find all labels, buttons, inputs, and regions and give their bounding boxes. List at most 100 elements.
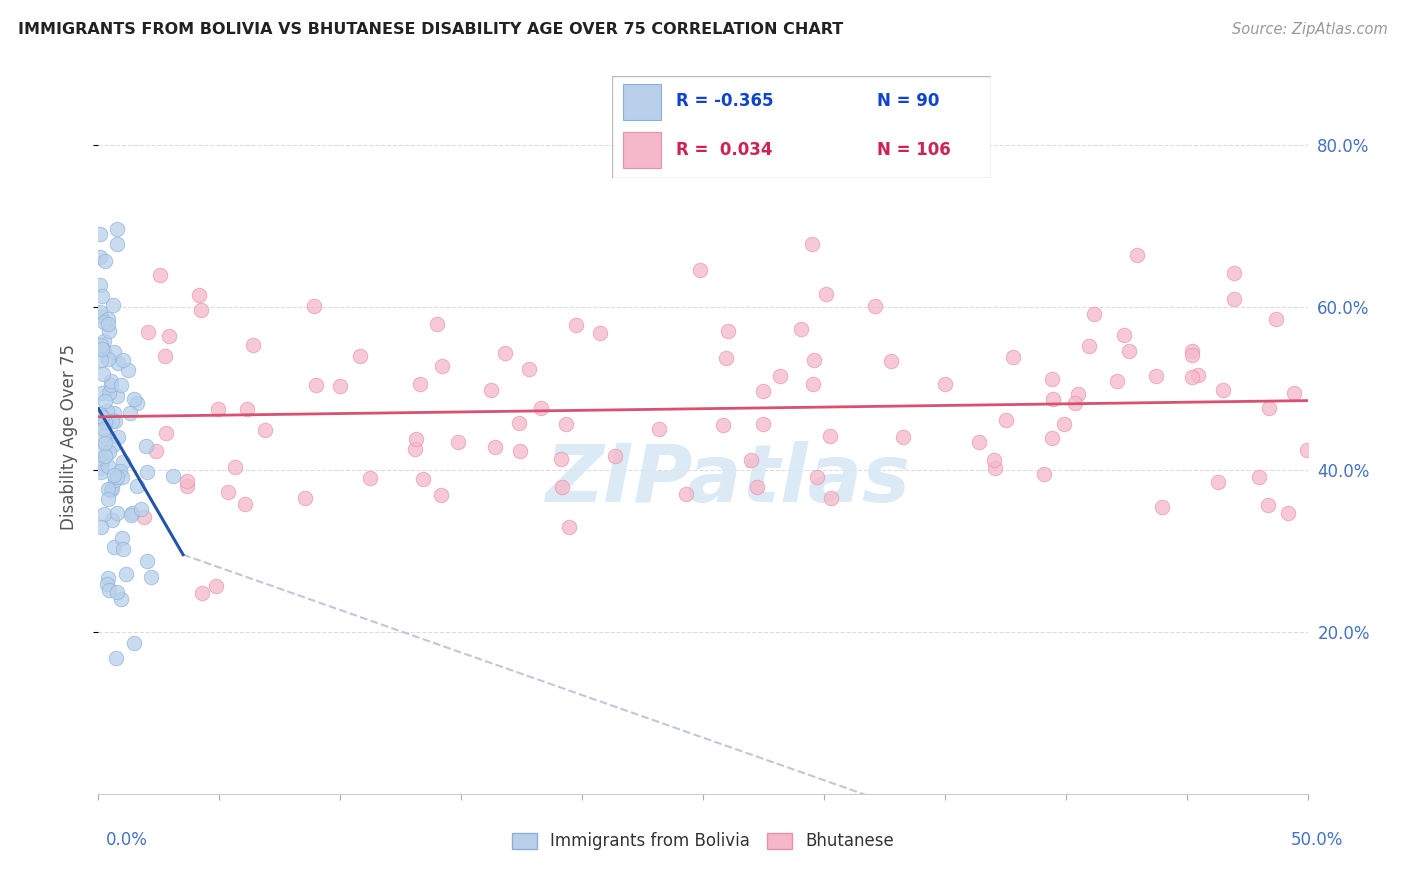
Point xyxy=(162,469,184,483)
Point xyxy=(412,472,434,486)
Point xyxy=(101,298,124,312)
Point xyxy=(1181,370,1204,384)
Point xyxy=(647,421,669,435)
Point xyxy=(94,449,117,463)
Point xyxy=(479,384,502,398)
Point xyxy=(91,289,114,303)
Point xyxy=(108,464,131,478)
Point xyxy=(689,263,711,277)
Text: N = 90: N = 90 xyxy=(877,93,939,111)
Point xyxy=(89,443,111,458)
Point xyxy=(91,386,114,401)
Point xyxy=(801,237,824,252)
Point xyxy=(863,299,886,313)
Point xyxy=(145,443,167,458)
Point xyxy=(149,268,172,282)
Point xyxy=(100,513,122,527)
Point xyxy=(111,541,134,556)
Point xyxy=(801,376,824,391)
Point xyxy=(90,465,112,479)
Point xyxy=(235,402,257,417)
Point xyxy=(93,394,115,409)
Point xyxy=(139,570,162,584)
Point xyxy=(97,458,120,473)
Point xyxy=(105,389,128,403)
Point xyxy=(134,510,156,524)
Text: 0.0%: 0.0% xyxy=(105,831,148,849)
Point xyxy=(235,497,257,511)
Point xyxy=(405,433,427,447)
Point xyxy=(253,423,276,437)
Point xyxy=(716,351,738,366)
Point xyxy=(880,354,903,368)
Point xyxy=(105,651,128,665)
Point xyxy=(554,417,576,431)
Point xyxy=(190,303,212,318)
Point xyxy=(404,442,426,456)
Point xyxy=(740,453,762,467)
Y-axis label: Disability Age Over 75: Disability Age Over 75 xyxy=(59,344,77,530)
Point xyxy=(1077,339,1099,353)
Point xyxy=(90,456,112,470)
Point xyxy=(107,356,129,370)
Point xyxy=(101,414,124,428)
Point xyxy=(111,470,134,484)
Point xyxy=(242,337,264,351)
Point xyxy=(107,430,129,444)
Point xyxy=(94,436,117,450)
Point xyxy=(112,352,135,367)
Point xyxy=(1067,387,1090,401)
Text: R =  0.034: R = 0.034 xyxy=(676,141,773,159)
Point xyxy=(103,467,125,482)
Point xyxy=(430,487,453,501)
Point xyxy=(93,334,115,348)
Point xyxy=(176,479,198,493)
Text: IMMIGRANTS FROM BOLIVIA VS BHUTANESE DISABILITY AGE OVER 75 CORRELATION CHART: IMMIGRANTS FROM BOLIVIA VS BHUTANESE DIS… xyxy=(18,22,844,37)
Point xyxy=(91,368,114,382)
Point xyxy=(1126,248,1149,262)
Point xyxy=(97,351,120,366)
Point xyxy=(675,486,697,500)
Point xyxy=(967,434,990,449)
Point xyxy=(97,414,120,428)
Point xyxy=(138,325,160,339)
Point xyxy=(153,349,176,363)
Point xyxy=(188,288,211,302)
Point xyxy=(105,470,128,484)
Point xyxy=(603,450,626,464)
FancyBboxPatch shape xyxy=(623,132,661,168)
Point xyxy=(97,445,120,459)
Point xyxy=(803,352,825,367)
Point xyxy=(110,592,132,607)
Point xyxy=(103,540,125,554)
Point xyxy=(117,363,139,377)
Point xyxy=(100,374,122,388)
Point xyxy=(125,396,148,410)
Point xyxy=(983,460,1005,475)
Point xyxy=(1181,348,1204,362)
Point xyxy=(1223,292,1246,306)
Point xyxy=(1264,312,1286,326)
Point xyxy=(135,439,157,453)
Point xyxy=(89,250,111,264)
Point xyxy=(100,377,122,392)
Point xyxy=(349,349,371,363)
Point xyxy=(769,368,792,383)
Point xyxy=(120,406,142,420)
Point xyxy=(111,455,134,469)
Point xyxy=(89,277,111,292)
Point xyxy=(207,402,229,417)
Point xyxy=(508,417,530,431)
Legend: Immigrants from Bolivia, Bhutanese: Immigrants from Bolivia, Bhutanese xyxy=(505,826,901,857)
Point xyxy=(93,315,115,329)
Point xyxy=(995,413,1018,427)
Point xyxy=(96,577,118,591)
Point xyxy=(820,491,842,506)
Point xyxy=(90,461,112,475)
Point xyxy=(217,485,239,500)
Point xyxy=(93,422,115,436)
Point xyxy=(89,407,111,421)
Point xyxy=(711,417,734,432)
Point xyxy=(1257,498,1279,512)
Point xyxy=(1223,266,1246,280)
